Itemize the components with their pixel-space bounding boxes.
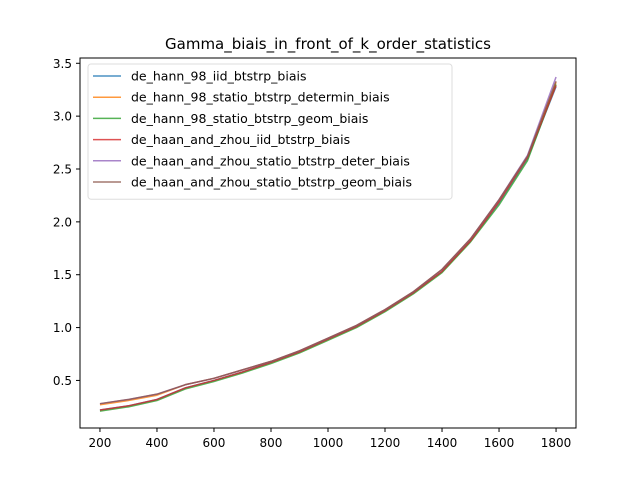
- legend-label: de_haan_and_zhou_statio_btstrp_geom_biai…: [131, 175, 412, 190]
- x-tick-label: 1800: [541, 436, 572, 450]
- legend-box: [87, 63, 453, 200]
- y-tick-label: 2.0: [53, 215, 72, 229]
- series-line-3: [99, 84, 557, 412]
- y-axis: 0.5 1.0 1.5 2.0 2.5 3.0 3.5: [53, 57, 80, 388]
- x-tick-label: 1200: [370, 436, 401, 450]
- y-tick-label: 3.0: [53, 110, 72, 124]
- legend-label: de_hann_98_statio_btstrp_determin_biais: [131, 90, 390, 105]
- legend-label: de_hann_98_iid_btstrp_biais: [131, 69, 306, 84]
- legend-label: de_haan_and_zhou_statio_btstrp_deter_bia…: [131, 153, 410, 168]
- x-tick-label: 800: [260, 436, 283, 450]
- series-line-4: [99, 85, 557, 411]
- x-tick-label: 200: [89, 436, 112, 450]
- chart-title: Gamma_biais_in_front_of_k_order_statisti…: [165, 35, 491, 54]
- y-tick-label: 1.0: [53, 321, 72, 335]
- legend: de_hann_98_iid_btstrp_biais de_hann_98_st…: [87, 63, 453, 200]
- legend-label: de_hann_98_statio_btstrp_geom_biais: [131, 111, 368, 126]
- x-axis: 200 400 600 800 1000 1200 1400 1600 1800: [89, 428, 572, 450]
- series-line-6: [99, 80, 557, 405]
- y-tick-label: 0.5: [53, 374, 72, 388]
- y-tick-label: 1.5: [53, 268, 72, 282]
- x-tick-label: 1000: [313, 436, 344, 450]
- x-tick-label: 1600: [484, 436, 515, 450]
- x-tick-label: 400: [146, 436, 169, 450]
- legend-label: de_haan_and_zhou_iid_btstrp_biais: [131, 132, 350, 147]
- series-layer: [99, 76, 557, 412]
- y-tick-label: 2.5: [53, 163, 72, 177]
- y-tick-label: 3.5: [53, 57, 72, 71]
- x-tick-label: 1400: [427, 436, 458, 450]
- plot-frame: [79, 57, 577, 429]
- x-tick-label: 600: [203, 436, 226, 450]
